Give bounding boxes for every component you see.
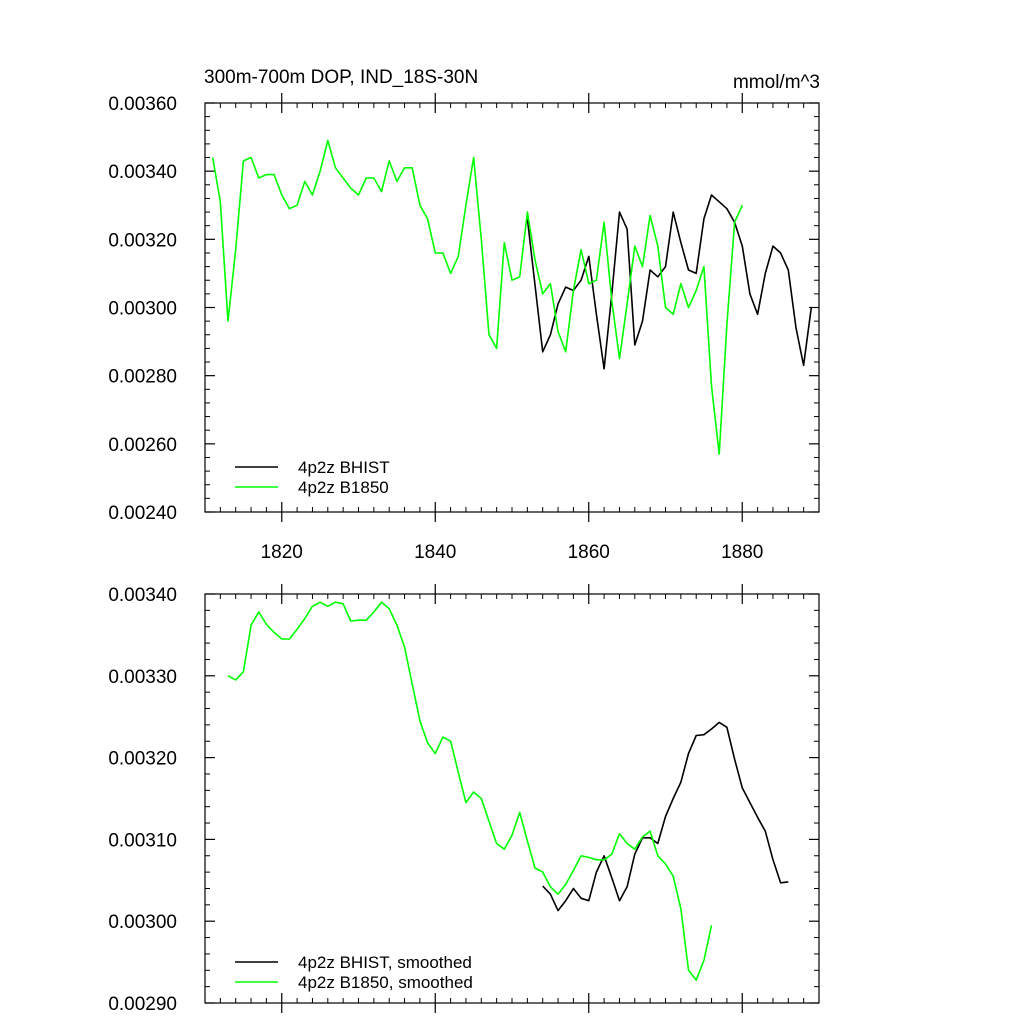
plot-frame bbox=[204, 593, 820, 1004]
y-tick-label: 0.00340 bbox=[108, 585, 177, 606]
y-tick-label: 0.00290 bbox=[108, 994, 177, 1015]
legend-label: 4p2z BHIST bbox=[298, 458, 390, 477]
series-line-bhist bbox=[542, 721, 789, 912]
legend-label: 4p2z BHIST, smoothed bbox=[298, 953, 472, 972]
series-line-b1850 bbox=[211, 139, 744, 455]
y-tick-label: 0.00310 bbox=[108, 830, 177, 851]
plot-frame bbox=[204, 102, 820, 513]
y-tick-label: 0.00320 bbox=[108, 749, 177, 770]
y-tick-label: 0.00240 bbox=[108, 503, 177, 524]
series-line-bhist bbox=[526, 194, 813, 370]
series-line-b1850 bbox=[227, 601, 713, 981]
y-tick-label: 0.00280 bbox=[108, 367, 177, 388]
bottom-plot: 0.00290 0.00300 0.00310 0.00320 0.00330 0.003… bbox=[108, 584, 820, 1015]
y-tick-label: 0.00330 bbox=[108, 667, 177, 688]
x-tick-label: 1880 bbox=[721, 542, 763, 563]
y-tick-label: 0.00340 bbox=[108, 162, 177, 183]
y-tick-label: 0.00360 bbox=[108, 94, 177, 115]
chart-title: 300m-700m DOP, IND_18S-30N bbox=[204, 67, 478, 88]
x-tick-label: 1860 bbox=[568, 542, 610, 563]
y-tick-label: 0.00300 bbox=[108, 912, 177, 933]
y-tick-label: 0.00300 bbox=[108, 299, 177, 320]
units-label: mmol/m^3 bbox=[733, 72, 820, 93]
x-tick-label: 1820 bbox=[261, 542, 303, 563]
legend-label: 4p2z B1850, smoothed bbox=[298, 973, 473, 992]
top-plot: 300m-700m DOP, IND_18S-30N mmol/m^3 1820… bbox=[108, 67, 820, 563]
legend-label: 4p2z B1850 bbox=[298, 478, 389, 497]
y-tick-label: 0.00320 bbox=[108, 230, 177, 251]
x-tick-label: 1840 bbox=[414, 542, 456, 563]
y-tick-label: 0.00260 bbox=[108, 435, 177, 456]
